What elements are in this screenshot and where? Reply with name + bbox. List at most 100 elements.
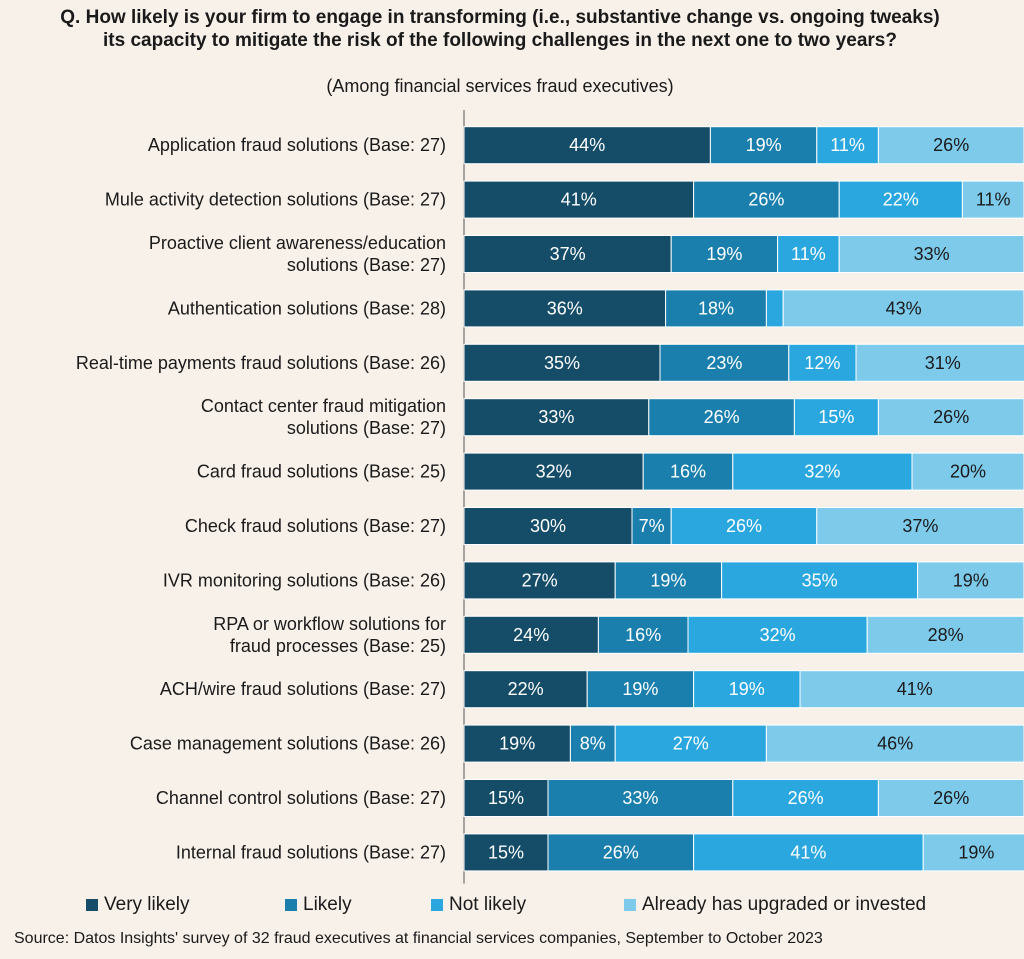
category-label: Channel control solutions (Base: 27) xyxy=(156,788,446,808)
data-label: 15% xyxy=(488,788,524,808)
source-note: Source: Datos Insights' survey of 32 fra… xyxy=(14,930,823,947)
bar-segment xyxy=(838,180,963,219)
bar-segment xyxy=(877,126,1024,165)
legend-swatch xyxy=(86,899,98,911)
bar-segment xyxy=(547,833,695,872)
data-label: 41% xyxy=(897,679,933,699)
data-label: 30% xyxy=(530,516,566,536)
data-label: 19% xyxy=(746,135,782,155)
bar-segment xyxy=(732,779,879,817)
data-label: 12% xyxy=(804,353,840,373)
bar-segment xyxy=(782,289,1024,328)
data-label: 19% xyxy=(499,734,535,754)
data-label: 32% xyxy=(760,625,796,645)
data-label: 19% xyxy=(953,570,989,590)
data-label: 35% xyxy=(544,353,580,373)
legend-item: Very likely xyxy=(86,894,190,916)
data-label: 35% xyxy=(802,570,838,590)
bar-segment xyxy=(765,724,1024,763)
bar-segment xyxy=(816,507,1024,545)
data-label: 11% xyxy=(976,190,1011,210)
data-label: 26% xyxy=(933,407,969,427)
bar-segment xyxy=(463,724,571,763)
bar-segment xyxy=(765,289,784,328)
data-label: 33% xyxy=(914,244,950,264)
bar-segment xyxy=(463,343,661,382)
bar-segment xyxy=(799,670,1024,709)
data-label: 16% xyxy=(670,462,706,482)
category-label: Contact center fraud mitigation solutions… xyxy=(201,396,446,438)
category-label: Proactive client awareness/education solu… xyxy=(149,233,446,275)
bar-segment xyxy=(693,833,924,872)
bar-segment xyxy=(463,398,650,437)
bar-segment xyxy=(687,615,868,654)
category-label: ACH/wire fraud solutions (Base: 27) xyxy=(160,679,446,699)
category-label: Check fraud solutions (Base: 27) xyxy=(185,516,446,536)
data-label: 11% xyxy=(791,244,826,264)
data-label: 36% xyxy=(547,298,583,318)
data-label: 37% xyxy=(550,244,586,264)
data-label: 26% xyxy=(704,407,740,427)
bar-segment xyxy=(463,180,695,219)
data-label: 26% xyxy=(933,135,969,155)
bar-segment xyxy=(648,398,795,437)
data-label: 15% xyxy=(818,407,854,427)
category-label: Internal fraud solutions (Base: 27) xyxy=(176,842,446,862)
bar-segment xyxy=(463,507,633,545)
stacked-bar-chart: Application fraud solutions (Base: 27) 44… xyxy=(76,110,1024,884)
bar-segment xyxy=(917,561,1024,600)
bar-segment xyxy=(961,180,1024,219)
legend-item: Not likely xyxy=(431,894,526,916)
legend-label: Likely xyxy=(303,894,352,915)
data-label: 26% xyxy=(726,516,762,536)
bar-segment xyxy=(922,833,1024,872)
data-label: 23% xyxy=(706,353,742,373)
legend-label: Very likely xyxy=(104,894,190,915)
bar-segment xyxy=(877,779,1024,817)
bar-segment xyxy=(642,452,734,491)
data-label: 16% xyxy=(625,625,661,645)
bar-segment xyxy=(463,126,711,165)
legend-label: Not likely xyxy=(449,894,527,915)
data-label: 44% xyxy=(569,135,605,155)
bar-segment xyxy=(838,235,1024,273)
category-label: Card fraud solutions (Base: 25) xyxy=(197,462,446,482)
data-label: 26% xyxy=(933,788,969,808)
data-label: 33% xyxy=(622,788,658,808)
data-label: 19% xyxy=(622,679,658,699)
bar-segment xyxy=(721,561,919,600)
data-label: 19% xyxy=(650,570,686,590)
category-label: RPA or workflow solutions for fraud proce… xyxy=(213,614,446,656)
bar-segment xyxy=(614,561,723,600)
data-label: 19% xyxy=(729,679,765,699)
bar-segment xyxy=(463,779,549,817)
data-label: 11% xyxy=(830,135,865,155)
category-label: Real-time payments fraud solutions (Base… xyxy=(76,353,446,373)
chart-title: Q. How likely is your firm to engage in … xyxy=(60,7,940,51)
data-label: 7% xyxy=(639,516,665,536)
data-label: 27% xyxy=(522,570,558,590)
bar-segment xyxy=(463,833,549,872)
data-label: 28% xyxy=(928,625,964,645)
data-label: 41% xyxy=(561,190,597,210)
bar-segment xyxy=(659,343,790,382)
bar-segment xyxy=(569,724,616,763)
data-label: 15% xyxy=(488,842,524,862)
legend-swatch xyxy=(624,899,636,911)
legend-label: Already has upgraded or invested xyxy=(642,894,927,915)
legend-item: Already has upgraded or invested xyxy=(624,894,926,916)
legend: Very likely Likely Not likely Already has u… xyxy=(0,894,1024,920)
bar-segment xyxy=(670,235,779,273)
data-label: 41% xyxy=(790,842,826,862)
data-label: 33% xyxy=(538,407,574,427)
bar-segment xyxy=(670,507,818,545)
bar-segment xyxy=(793,398,879,437)
data-label: 8% xyxy=(580,734,606,754)
data-label: 32% xyxy=(804,462,840,482)
bar-segment xyxy=(463,670,588,709)
data-label: 32% xyxy=(536,462,572,482)
bar-segment xyxy=(855,343,1024,382)
category-label: Application fraud solutions (Base: 27) xyxy=(148,135,446,155)
data-label: 26% xyxy=(603,842,639,862)
bar-segment xyxy=(463,561,616,600)
